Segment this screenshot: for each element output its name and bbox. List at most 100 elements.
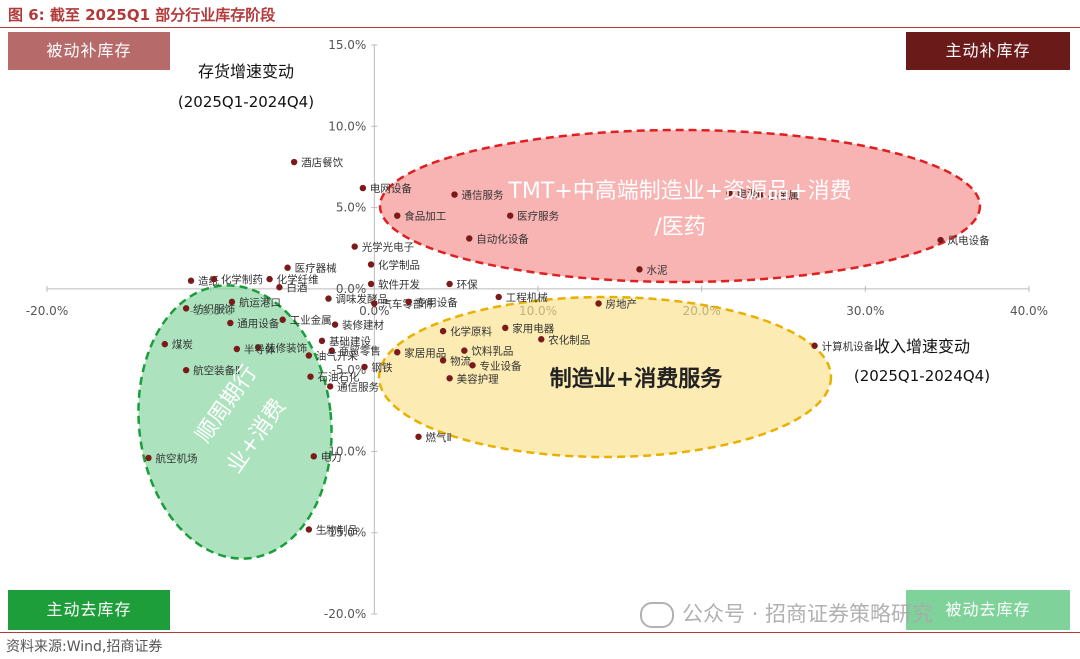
data-point [726,189,733,197]
data-point [233,345,241,353]
data-point [328,347,335,354]
data-point [228,298,236,306]
bottom-rule [0,632,1080,633]
figure-title: 图 6: 截至 2025Q1 部分行业库存阶段 [8,6,276,24]
point-label: 石油石化 [318,371,360,384]
x-tick-label: 0.0% [359,304,390,318]
point-label: 食品加工 [404,210,446,223]
data-point [757,191,764,198]
y-tick-label: 0.0% [336,282,367,296]
data-point [538,336,545,343]
wechat-icon [640,602,674,628]
data-point [351,243,358,250]
quadrant-text: 被动去库存 [945,600,1031,619]
data-point [318,337,326,345]
point-label: 医疗服务 [517,210,559,223]
data-point [937,236,944,244]
quadrant-label-top-left: 被动补库存 [8,32,170,70]
y-tick-label: 5.0% [336,201,367,215]
data-point [359,184,367,192]
x-axis-subtitle: (2025Q1-2024Q4) [854,367,990,385]
point-label: 油气开采 [316,350,358,363]
data-point [307,373,314,380]
data-point [276,284,283,291]
data-point [161,340,169,348]
point-label: 通用设备 [237,317,279,330]
point-label: 化学制品 [378,258,420,271]
watermark-text: 公众号 · 招商证券策略研究 [682,602,934,626]
point-label: 通信服务 [337,380,379,393]
group-ellipse-1 [378,128,982,284]
y-tick-label: -5.0% [332,363,367,377]
data-point [451,191,458,198]
x-tick-label: 40.0% [1010,304,1048,318]
quadrant-label-top-right: 主动补库存 [906,32,1070,70]
point-label: 酒店餐饮 [301,156,343,169]
data-point [495,293,502,301]
point-label: 调味发酵品 [336,293,389,306]
x-tick-label: 30.0% [846,304,884,318]
point-label: 专用设备 [416,296,458,309]
point-label: 专业设备 [480,359,522,372]
point-label: 风电设备 [948,234,990,247]
point-label: 农化制品 [548,333,590,346]
x-axis-title: 收入增速变动 [874,337,970,356]
data-point [266,275,273,283]
y-tick-label: -15.0% [324,526,366,540]
point-label: 通信服务 [462,189,504,202]
data-point [182,305,190,312]
point-label: 纺织服饰 [193,302,235,315]
point-label: 软件开发 [378,278,420,291]
quadrant-label-bottom-right: 被动去库存 [906,590,1070,630]
data-point [415,433,422,440]
point-label: 钢铁 [372,361,393,374]
x-tick-label: -20.0% [26,304,68,318]
point-label: 房地产 [606,297,638,310]
data-point [145,454,152,462]
y-axis-title: 存货增速变动 [198,62,294,81]
watermark: 公众号 · 招商证券策略研究 [640,598,933,628]
quadrant-text: 被动补库存 [46,41,132,60]
data-point [325,295,332,302]
data-point [502,324,509,332]
point-label: 半导体 [244,343,276,356]
data-point [461,347,468,354]
quadrant-label-bottom-left: 主动去库存 [8,590,170,630]
data-point [446,280,453,288]
point-label: 化学制药 [221,273,263,286]
point-label: 水泥 [646,263,667,276]
point-label: 环保 [457,278,478,291]
group-label-2: 制造业+消费服务 [550,367,723,392]
data-point [310,453,317,460]
point-label: 燃气Ⅱ [426,431,452,444]
data-point [595,300,602,307]
y-axis-subtitle: (2025Q1-2024Q4) [178,93,314,111]
point-label: 装修装饰 [265,341,307,354]
data-point [182,366,190,374]
group-label-1-line-2: /医药 [654,215,705,240]
data-point [331,321,339,328]
point-label: 煤炭 [172,338,193,351]
data-point [305,352,313,359]
data-point [439,357,447,364]
point-label: 航空装备Ⅱ [193,364,240,377]
quadrant-text: 主动去库存 [46,600,132,619]
quadrant-text: 主动补库存 [945,41,1031,60]
point-label: 小金属 [768,189,800,202]
point-label: 电池 [736,187,757,200]
data-point [367,261,375,268]
point-label: 航运港口 [239,296,281,309]
title-rule [0,27,1080,28]
point-label: 电力 [321,450,342,463]
point-label: 化学原料 [450,325,492,338]
group-ellipse-3 [137,284,333,560]
point-label: 医疗器械 [295,262,337,275]
y-tick-label: -20.0% [324,607,366,621]
data-point [279,316,286,323]
data-point [394,212,401,219]
data-point [446,375,453,382]
point-label: 美容护理 [457,372,499,385]
data-point [326,383,334,390]
data-point [254,344,262,351]
